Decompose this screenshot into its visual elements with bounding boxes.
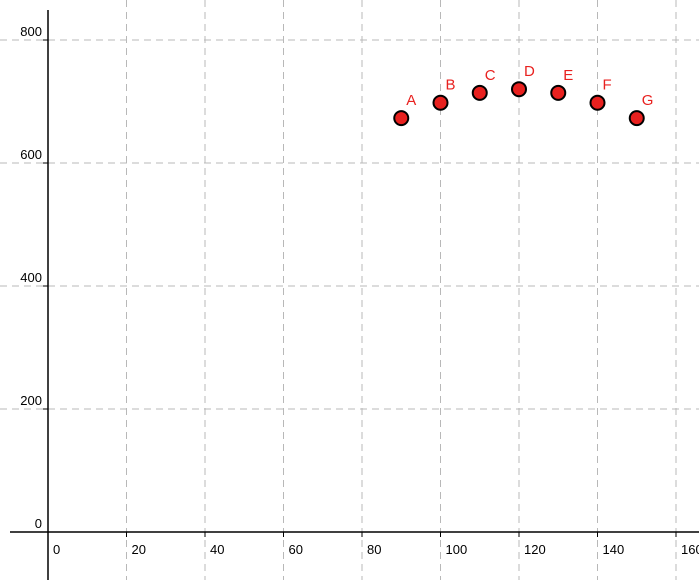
point-label-d: D <box>524 63 535 80</box>
point-label-f: F <box>603 77 612 94</box>
tick-labels: 0 20 40 60 80 100 120 140 160 0 200 400 600 800 <box>20 24 699 557</box>
point-label-a: A <box>406 92 416 109</box>
point-label-c: C <box>485 67 496 84</box>
x-tick-label-160: 160 <box>681 542 699 557</box>
x-tick-label-80: 80 <box>367 542 381 557</box>
point-label-e: E <box>563 67 573 84</box>
y-tick-label-400: 400 <box>20 270 42 285</box>
point-c <box>471 84 488 101</box>
point-label-b: B <box>446 77 456 94</box>
point-a <box>393 110 410 127</box>
data-points: A B C D E F G <box>393 63 654 127</box>
point-label-g: G <box>642 92 654 109</box>
y-tick-label-800: 800 <box>20 24 42 39</box>
x-tick-label-20: 20 <box>132 542 146 557</box>
x-tick-label-100: 100 <box>446 542 468 557</box>
point-d <box>511 81 527 98</box>
point-b <box>432 94 449 111</box>
x-tick-label-0: 0 <box>53 542 60 557</box>
y-tick-label-600: 600 <box>20 147 42 162</box>
point-g <box>628 110 645 127</box>
point-f <box>589 94 606 111</box>
x-tick-label-40: 40 <box>210 542 224 557</box>
x-tick-label-60: 60 <box>289 542 303 557</box>
y-tick-label-0: 0 <box>35 516 42 531</box>
x-tick-label-140: 140 <box>603 542 625 557</box>
axes <box>10 10 699 580</box>
x-tick-label-120: 120 <box>524 542 546 557</box>
y-tick-label-200: 200 <box>20 393 42 408</box>
point-e <box>550 84 567 101</box>
